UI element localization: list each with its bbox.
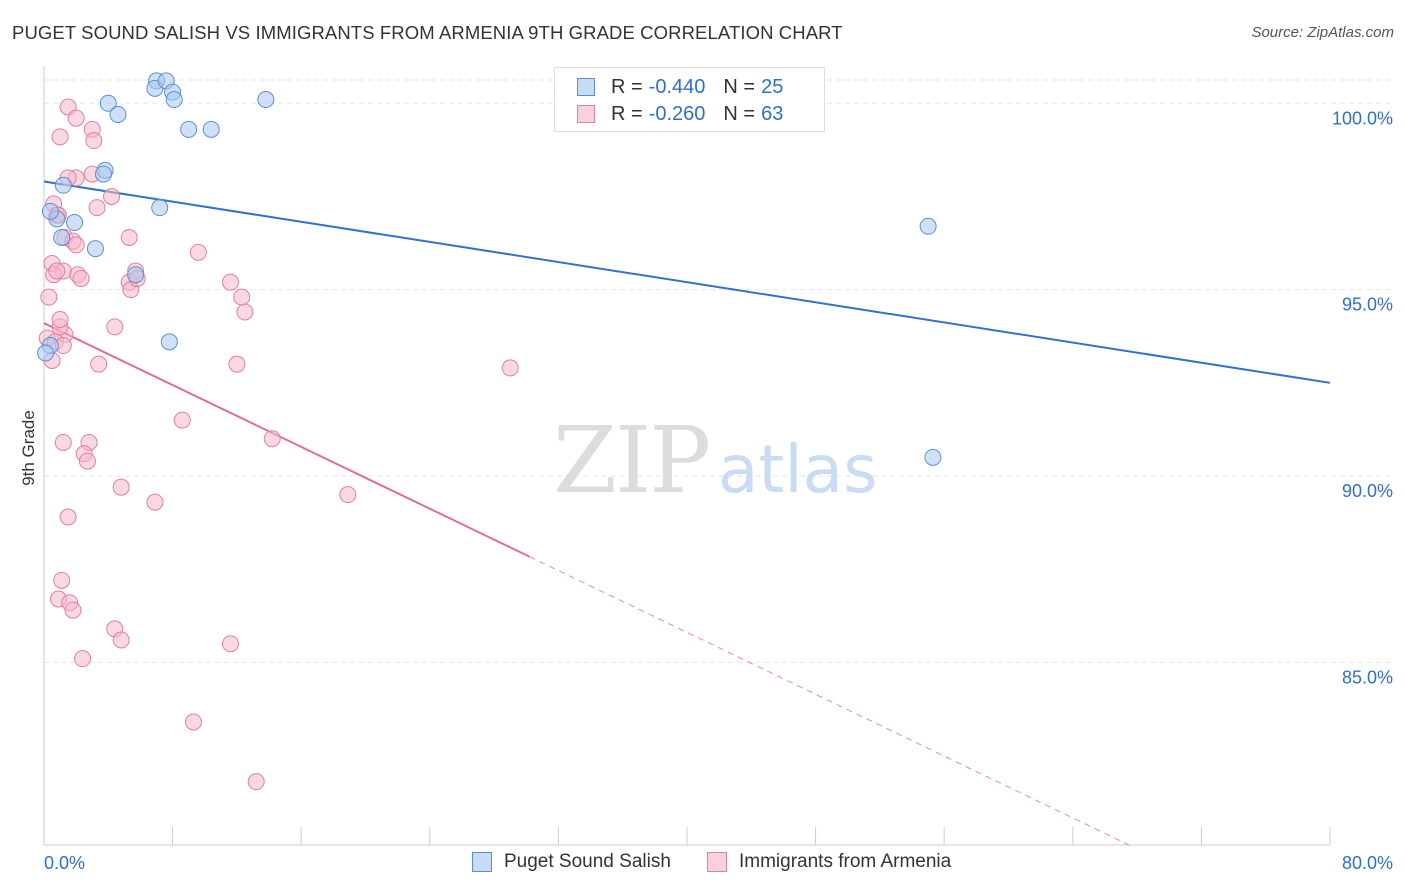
trend-line-solid — [43, 180, 1331, 384]
x-tick-label: 0.0% — [44, 853, 85, 873]
point-immigrants-from-armenia — [184, 713, 202, 731]
point-immigrants-from-armenia — [88, 199, 106, 217]
point-immigrants-from-armenia — [501, 359, 519, 377]
watermark-zip: ZIP — [553, 407, 709, 514]
point-immigrants-from-armenia — [78, 452, 96, 470]
point-immigrants-from-armenia — [120, 228, 138, 246]
legend-item-puget-sound-salish: Puget Sound Salish — [472, 851, 671, 873]
point-immigrants-from-armenia — [103, 187, 121, 205]
source-label: Source: ZipAtlas.com — [1251, 24, 1394, 41]
point-immigrants-from-armenia — [221, 273, 239, 291]
point-immigrants-from-armenia — [59, 508, 77, 526]
point-immigrants-from-armenia — [339, 486, 357, 504]
axes — [43, 66, 1331, 846]
n-label: N = — [723, 75, 756, 98]
point-puget-sound-salish — [109, 105, 127, 123]
point-immigrants-from-armenia — [173, 411, 191, 429]
point-puget-sound-salish — [180, 120, 198, 138]
legend-label: Puget Sound Salish — [504, 851, 671, 872]
point-puget-sound-salish — [54, 176, 72, 194]
point-immigrants-from-armenia — [74, 650, 92, 668]
y-axis-label: 9th Grade — [19, 410, 38, 486]
r-label: R = — [611, 102, 643, 125]
point-immigrants-from-armenia — [90, 355, 108, 373]
trend-line-solid — [43, 322, 530, 558]
tick-labels: 100.0% 95.0% 90.0% 85.0% 0.0% 80.0% — [44, 108, 1393, 873]
point-puget-sound-salish — [94, 165, 112, 183]
point-puget-sound-salish — [919, 217, 937, 235]
blue-swatch — [577, 78, 595, 96]
n-value: 25 — [761, 75, 784, 98]
gridlines — [44, 79, 1392, 663]
point-immigrants-from-armenia — [236, 303, 254, 321]
point-immigrants-from-armenia — [54, 433, 72, 451]
n-value: 63 — [761, 102, 784, 125]
point-immigrants-from-armenia — [189, 243, 207, 261]
point-immigrants-from-armenia — [263, 430, 281, 448]
trend-lines — [43, 180, 1331, 846]
point-puget-sound-salish — [151, 199, 169, 217]
point-immigrants-from-armenia — [106, 318, 124, 336]
point-immigrants-from-armenia — [53, 571, 71, 589]
y-tick-label: 100.0% — [1332, 108, 1393, 128]
point-puget-sound-salish — [924, 448, 942, 466]
point-immigrants-from-armenia — [228, 355, 246, 373]
n-label: N = — [723, 102, 756, 125]
point-puget-sound-salish — [202, 120, 220, 138]
pink-swatch — [577, 105, 595, 123]
point-immigrants-from-armenia — [64, 601, 82, 619]
watermark-atlas: atlas — [718, 431, 878, 508]
point-immigrants-from-armenia — [51, 310, 69, 328]
point-puget-sound-salish — [165, 91, 183, 109]
pink-swatch — [707, 852, 727, 872]
point-immigrants-from-armenia — [112, 631, 130, 649]
point-immigrants-from-armenia — [67, 236, 85, 254]
point-puget-sound-salish — [41, 202, 59, 220]
point-immigrants-from-armenia — [40, 288, 58, 306]
legend-item-immigrants-from-armenia: Immigrants from Armenia — [707, 851, 951, 873]
blue-swatch — [472, 852, 492, 872]
point-puget-sound-salish — [257, 91, 275, 109]
point-immigrants-from-armenia — [112, 478, 130, 496]
trend-line-dashed — [529, 556, 1130, 846]
point-puget-sound-salish — [86, 240, 104, 258]
r-label: R = — [611, 75, 643, 98]
y-tick-label: 90.0% — [1342, 481, 1393, 501]
r-value: -0.440 — [648, 75, 706, 98]
x-tick-label: 80.0% — [1342, 853, 1393, 873]
scatter-points — [37, 72, 942, 791]
point-puget-sound-salish — [66, 214, 84, 232]
chart-title: PUGET SOUND SALISH VS IMMIGRANTS FROM AR… — [12, 22, 843, 43]
point-puget-sound-salish — [53, 228, 71, 246]
y-tick-label: 95.0% — [1342, 295, 1393, 315]
point-immigrants-from-armenia — [51, 128, 69, 146]
point-puget-sound-salish — [160, 333, 178, 351]
point-immigrants-from-armenia — [221, 635, 239, 653]
stats-legend-row-pink: R = -0.260 N = 63 — [577, 101, 783, 127]
point-immigrants-from-armenia — [85, 132, 103, 150]
y-tick-label: 85.0% — [1342, 667, 1393, 687]
r-value: -0.260 — [648, 102, 706, 125]
legend-label: Immigrants from Armenia — [739, 851, 952, 872]
series-legend: Puget Sound Salish Immigrants from Armen… — [0, 851, 1406, 879]
point-immigrants-from-armenia — [247, 773, 265, 791]
point-immigrants-from-armenia — [48, 262, 66, 280]
point-immigrants-from-armenia — [233, 288, 251, 306]
point-immigrants-from-armenia — [72, 269, 90, 287]
point-puget-sound-salish — [37, 344, 55, 362]
point-immigrants-from-armenia — [146, 493, 164, 511]
stats-legend-row-blue: R = -0.440 N = 25 — [577, 74, 783, 100]
point-immigrants-from-armenia — [67, 109, 85, 127]
point-puget-sound-salish — [127, 266, 145, 284]
stats-legend: R = -0.440 N = 25 R = -0.260 N = 63 — [554, 67, 825, 132]
point-puget-sound-salish — [99, 94, 117, 112]
